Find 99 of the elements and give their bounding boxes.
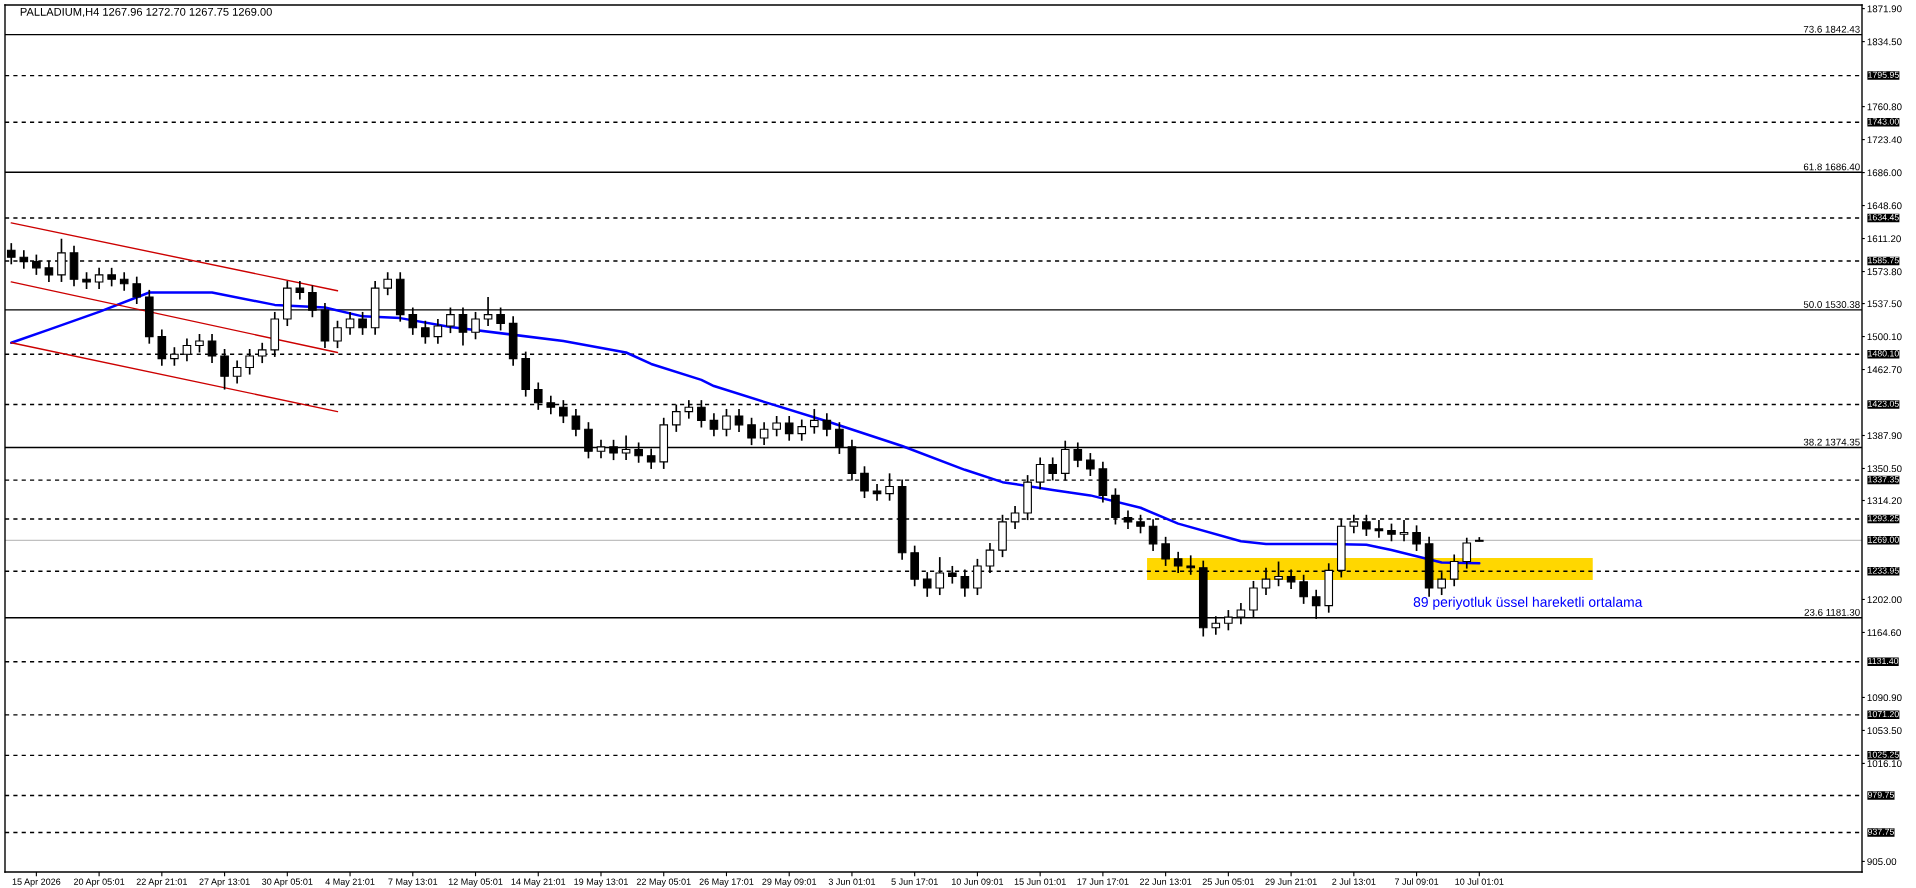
- y-tick-label: 1016.10: [1867, 760, 1902, 768]
- candlestick: [383, 271, 393, 297]
- ref-line-label: 23.6 1181.30: [1804, 608, 1860, 616]
- x-tick-label: 15 Jun 01:01: [1014, 878, 1066, 885]
- candlestick: [709, 412, 719, 438]
- candlestick: [722, 408, 731, 438]
- y-tick-label: 1202.00: [1867, 596, 1902, 604]
- x-tick-label: 29 May 09:01: [762, 878, 817, 887]
- y-tick-label: 1573.80: [1867, 268, 1902, 276]
- ref-line-label: 1585.75: [1868, 257, 1899, 264]
- candlestick: [119, 271, 129, 292]
- ref-line-label: 1480.10: [1868, 350, 1899, 357]
- x-tick-label: 17 Jun 17:01: [1077, 878, 1129, 885]
- x-tick-label: 10 Jul 01:01: [1455, 878, 1504, 885]
- y-tick-label: 1723.40: [1867, 136, 1902, 144]
- y-tick-label: 1611.20: [1867, 235, 1901, 243]
- y-tick-label: 1834.50: [1867, 38, 1902, 46]
- ref-line-label: 1795.95: [1868, 71, 1899, 78]
- candlestick: [784, 415, 794, 442]
- ref-line-label: 1634.45: [1868, 214, 1899, 221]
- y-tick-label: 1314.20: [1867, 497, 1902, 505]
- candlestick: [571, 408, 581, 438]
- x-tick-label: 2 Jul 13:01: [1332, 878, 1376, 885]
- x-tick-label: 27 Apr 13:01: [199, 878, 250, 887]
- y-tick-label: 1164.60: [1867, 629, 1901, 637]
- candlestick: [772, 415, 781, 438]
- ref-line-label: 50.0 1530.38: [1803, 301, 1860, 308]
- y-tick-label: 1871.90: [1867, 5, 1902, 13]
- x-tick-label: 7 May 13:01: [388, 878, 438, 887]
- chart-title: PALLADIUM,H4 1267.96 1272.70 1267.75 1269.00: [20, 7, 272, 18]
- x-tick-label: 10 Jun 09:01: [952, 878, 1004, 885]
- ref-line-label: 73.6 1842.43: [1803, 25, 1860, 33]
- candlestick: [747, 416, 756, 446]
- candlestick: [1399, 519, 1409, 543]
- x-tick-label: 12 May 05:01: [448, 878, 503, 887]
- x-tick-label: 5 Jun 17:01: [891, 878, 938, 885]
- ref-line-label: 937.75: [1867, 828, 1894, 835]
- x-tick-label: 25 Jun 05:01: [1202, 878, 1255, 885]
- ref-line-label: 1269.00: [1868, 536, 1899, 543]
- y-tick-label: 1462.70: [1867, 366, 1902, 374]
- candlestick: [822, 412, 832, 438]
- candlestick: [734, 408, 744, 433]
- candlestick: [872, 483, 882, 502]
- ref-line-label: 1233.95: [1868, 567, 1899, 574]
- candlestick: [1412, 524, 1421, 552]
- candlestick: [433, 318, 443, 345]
- candlestick: [1299, 573, 1308, 605]
- y-tick-label: 1686.00: [1867, 169, 1902, 177]
- x-tick-label: 22 Apr 21:01: [136, 878, 187, 887]
- candlestick: [759, 421, 769, 446]
- ref-line-label: 1131.40: [1868, 657, 1899, 665]
- candlestick: [1462, 536, 1472, 570]
- ref-line-label: 61.8 1686.40: [1803, 163, 1860, 171]
- candlestick: [295, 280, 305, 301]
- x-tick-label: 15 Apr 2026: [12, 878, 61, 887]
- line-series: [10, 291, 1481, 565]
- candlestick: [809, 408, 819, 435]
- candlestick: [94, 266, 104, 290]
- ref-line-label: 979.75: [1867, 791, 1894, 798]
- candlestick: [1035, 456, 1045, 491]
- y-tick-label: 1760.80: [1867, 103, 1902, 111]
- y-tick-label: 1537.50: [1867, 300, 1902, 308]
- x-tick-label: 29 Jun 21:01: [1265, 878, 1317, 885]
- x-tick-label: 22 Jun 13:01: [1139, 878, 1192, 885]
- ref-line-label: 38.2 1374.35: [1803, 438, 1860, 446]
- candlestick: [922, 571, 932, 598]
- y-tick-label: 1350.50: [1867, 465, 1902, 473]
- ref-line-label: 1423.05: [1868, 400, 1899, 407]
- y-tick-label: 1648.60: [1867, 202, 1902, 210]
- x-tick-label: 30 Apr 05:01: [262, 878, 313, 887]
- candlestick: [232, 359, 242, 385]
- x-tick-label: 26 May 17:01: [699, 878, 754, 887]
- ref-line-label: 1337.35: [1868, 476, 1899, 483]
- candlestick: [1086, 452, 1095, 477]
- candlestick: [421, 319, 430, 345]
- x-tick-label: 22 May 05:01: [636, 878, 691, 887]
- x-tick-label: 7 Jul 09:01: [1394, 878, 1439, 885]
- candlestick: [333, 319, 342, 349]
- ref-line-label: 1293.25: [1868, 515, 1899, 522]
- candlestick: [132, 275, 142, 305]
- ref-line-label: 1743.00: [1868, 118, 1899, 125]
- ref-line-label: 1025.25: [1868, 751, 1899, 758]
- x-tick-label: 4 May 21:01: [325, 878, 375, 887]
- candlestick: [1010, 505, 1020, 530]
- ref-line-label: 1071.20: [1868, 710, 1899, 718]
- x-tick-label: 14 May 21:01: [511, 878, 566, 887]
- candlestick: [1161, 536, 1170, 567]
- text: 89 periyotluk üssel hareketli ortalama: [1413, 596, 1643, 610]
- candlestick: [1374, 519, 1384, 539]
- y-tick-label: 1500.10: [1867, 333, 1902, 341]
- y-tick-label: 1090.90: [1867, 694, 1902, 702]
- y-tick-label: 1387.90: [1867, 432, 1902, 440]
- candlestick: [797, 418, 807, 442]
- y-tick-label: 1053.50: [1867, 727, 1902, 735]
- x-tick-label: 20 Apr 05:01: [73, 878, 125, 887]
- y-tick-label: 905.00: [1867, 858, 1897, 866]
- x-tick-label: 3 Jun 01:01: [828, 878, 876, 885]
- candlestick: [107, 266, 116, 288]
- x-tick-label: 19 May 13:01: [574, 878, 628, 887]
